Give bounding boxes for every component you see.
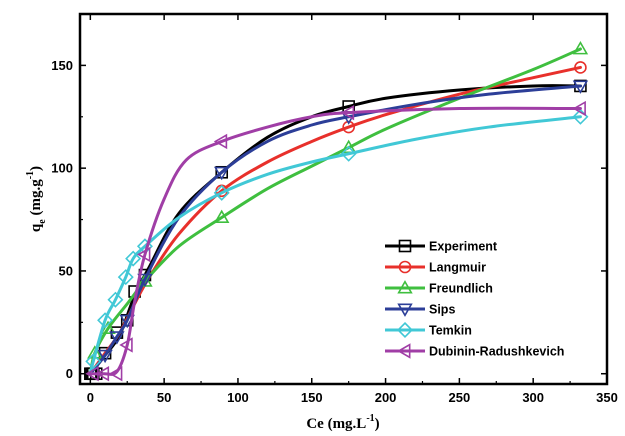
- data-point-sips: [137, 273, 153, 288]
- legend-label: Experiment: [429, 240, 498, 254]
- data-point-dubinin-radushkevich: [108, 366, 123, 382]
- legend-item-freundlich: Freundlich: [385, 280, 493, 296]
- legend-marker: [397, 303, 413, 317]
- series-dubinin-radushkevich: [85, 100, 586, 382]
- data-point-dubinin-radushkevich: [119, 337, 133, 353]
- series-line-sips: [88, 84, 582, 376]
- legend-label: Freundlich: [429, 282, 493, 296]
- legend-marker: [398, 260, 412, 274]
- x-tick-label: 200: [375, 390, 397, 405]
- x-tick-label: 150: [301, 390, 323, 405]
- tick-labels: 0 50 100 150 200 250 300 350 0 50 100 150: [51, 58, 618, 405]
- data-point-temkin: [213, 184, 230, 201]
- legend-item-temkin: Temkin: [385, 321, 472, 339]
- legend-marker: [397, 280, 413, 294]
- data-point-sips: [214, 166, 230, 181]
- x-tick-label: 300: [522, 390, 544, 405]
- x-tick-label: 100: [227, 390, 249, 405]
- legend-item-sips: Sips: [385, 303, 455, 317]
- legend-label: Temkin: [429, 324, 472, 338]
- data-point-temkin: [85, 353, 102, 370]
- data-point-dubinin-radushkevich: [95, 366, 110, 382]
- data-point-dubinin-radushkevich: [340, 104, 355, 121]
- y-tick-label: 0: [66, 366, 73, 381]
- y-tick-label: 100: [51, 161, 73, 176]
- data-point-dubinin-radushkevich: [572, 100, 586, 117]
- data-point-temkin: [117, 269, 134, 286]
- y-axis-title: qe (mg.g-1): [25, 166, 48, 232]
- data-point-temkin: [340, 145, 357, 162]
- series-group: [84, 41, 589, 382]
- data-point-sips: [97, 349, 113, 364]
- series-sips: [88, 80, 589, 376]
- legend-label: Sips: [429, 303, 455, 317]
- series-line-dubinin-radushkevich: [88, 106, 582, 376]
- data-point-freundlich: [214, 209, 230, 223]
- legend-marker: [398, 239, 412, 253]
- data-point-temkin: [107, 291, 124, 308]
- legend-label: Dubinin-Radushkevich: [429, 345, 564, 359]
- legend: Experiment Langmuir Freundlich Sips Temkin Du…: [385, 240, 564, 359]
- data-point-temkin: [125, 250, 142, 267]
- data-point-temkin: [97, 312, 114, 329]
- data-point-dubinin-radushkevich: [213, 133, 228, 150]
- x-tick-label: 0: [87, 390, 94, 405]
- data-point-langmuir: [574, 61, 587, 74]
- data-point-sips: [572, 80, 589, 94]
- legend-marker: [396, 321, 414, 339]
- y-tick-label: 50: [59, 263, 73, 278]
- legend-item-langmuir: Langmuir: [385, 261, 486, 275]
- series-line-freundlich: [88, 47, 582, 376]
- x-tick-label: 50: [157, 390, 171, 405]
- legend-item-experiment: Experiment: [385, 240, 498, 254]
- x-tick-label: 350: [596, 390, 618, 405]
- data-point-freundlich: [572, 41, 589, 55]
- data-point-sips: [109, 331, 125, 345]
- legend-marker: [397, 343, 411, 359]
- legend-item-dubinin-radushkevich: Dubinin-Radushkevich: [385, 343, 564, 359]
- legend-label: Langmuir: [429, 261, 486, 275]
- plot-frame: [78, 12, 609, 386]
- data-point-dubinin-radushkevich: [137, 246, 151, 263]
- series-line-temkin: [88, 115, 582, 376]
- y-tick-label: 150: [51, 58, 73, 73]
- tick-marks: [80, 14, 608, 384]
- x-axis-title: Ce (mg.L-1): [306, 413, 379, 432]
- x-tick-label: 250: [449, 390, 471, 405]
